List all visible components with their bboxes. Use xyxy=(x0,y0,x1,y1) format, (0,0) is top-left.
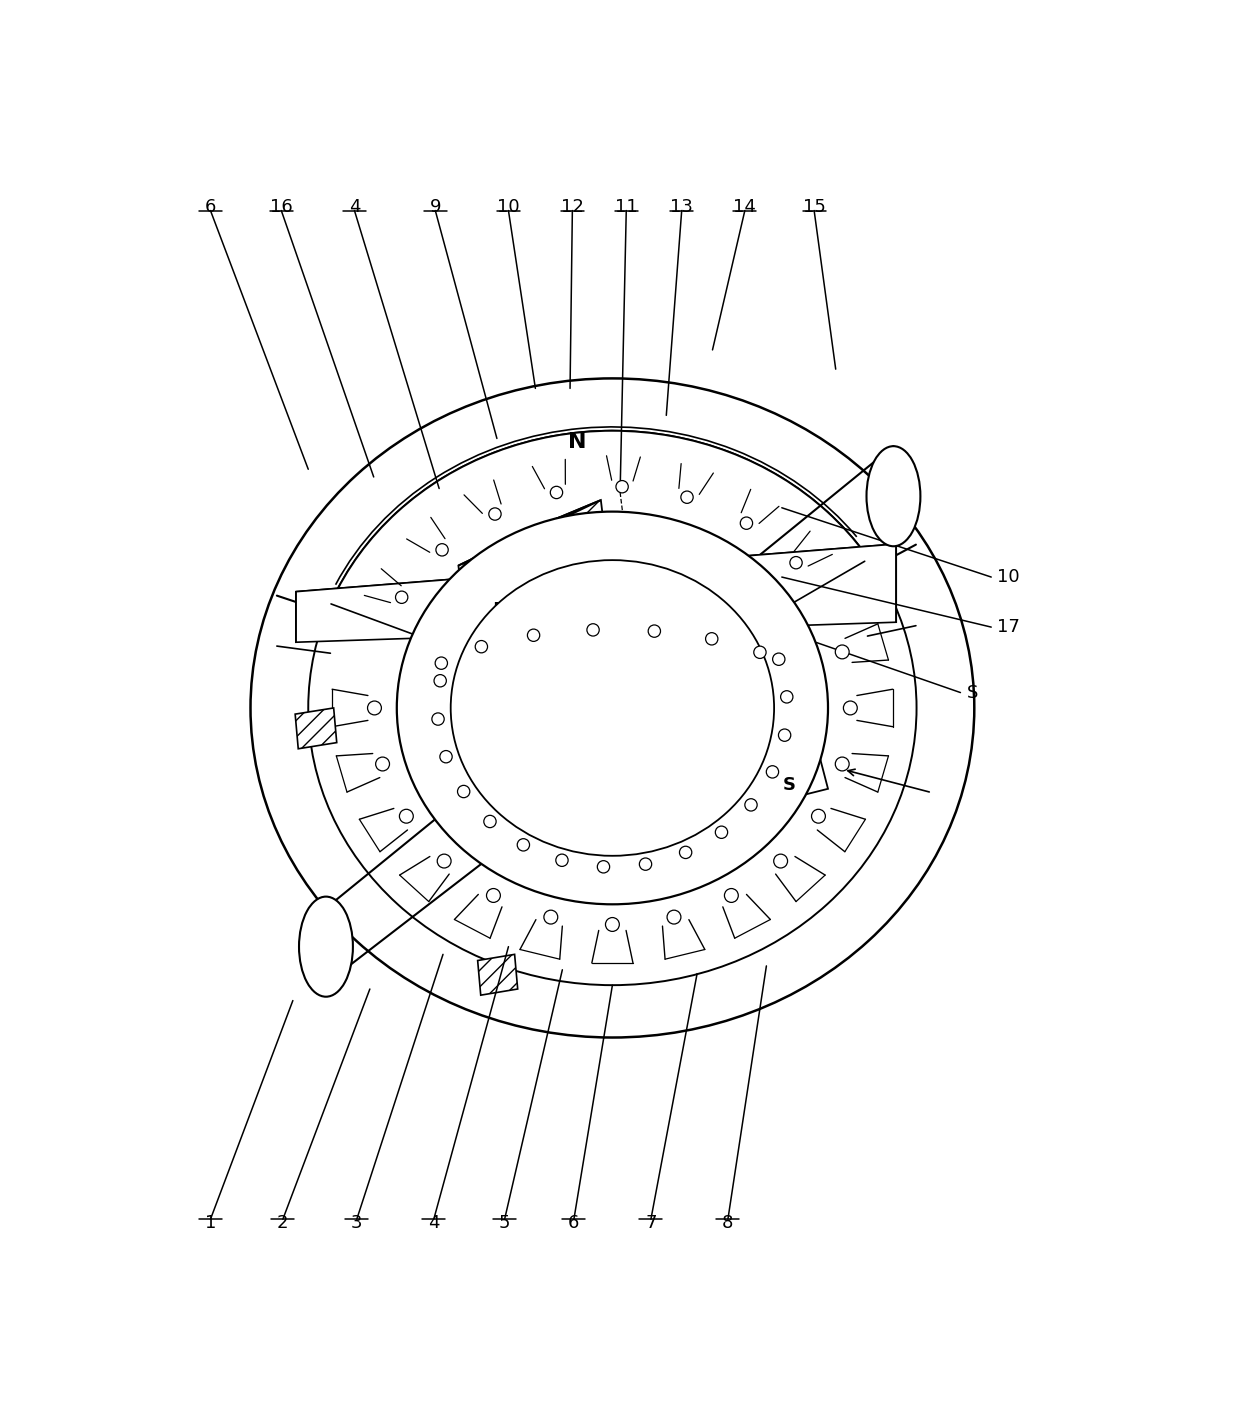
Circle shape xyxy=(489,508,501,520)
Polygon shape xyxy=(554,500,613,615)
Text: 2: 2 xyxy=(277,1214,289,1232)
Text: 15: 15 xyxy=(802,199,826,217)
Circle shape xyxy=(766,766,779,779)
Circle shape xyxy=(667,910,681,924)
Circle shape xyxy=(556,855,568,866)
Text: 11: 11 xyxy=(615,199,637,217)
Circle shape xyxy=(836,645,849,659)
Circle shape xyxy=(434,674,446,687)
Circle shape xyxy=(367,701,382,715)
Circle shape xyxy=(587,624,599,636)
Circle shape xyxy=(706,632,718,645)
Circle shape xyxy=(458,786,470,798)
Circle shape xyxy=(843,701,857,715)
Circle shape xyxy=(486,888,501,903)
Circle shape xyxy=(438,855,451,867)
Text: S: S xyxy=(967,683,978,701)
Circle shape xyxy=(649,625,661,638)
Ellipse shape xyxy=(450,560,774,856)
Ellipse shape xyxy=(250,379,975,1038)
Circle shape xyxy=(598,860,610,873)
Circle shape xyxy=(745,798,758,811)
Text: S: S xyxy=(782,776,796,794)
Text: S: S xyxy=(682,774,697,796)
Circle shape xyxy=(779,729,791,742)
Circle shape xyxy=(605,918,619,932)
Circle shape xyxy=(774,855,787,867)
Text: 8: 8 xyxy=(722,1214,734,1232)
Circle shape xyxy=(616,480,629,493)
Polygon shape xyxy=(296,543,897,642)
Circle shape xyxy=(435,658,448,669)
Circle shape xyxy=(781,691,792,703)
Circle shape xyxy=(640,857,652,870)
Text: 9: 9 xyxy=(429,199,441,217)
Text: 6: 6 xyxy=(205,199,216,217)
Circle shape xyxy=(517,839,529,850)
Circle shape xyxy=(724,888,738,903)
Ellipse shape xyxy=(309,431,916,986)
Text: 10: 10 xyxy=(497,199,520,217)
Circle shape xyxy=(754,646,766,659)
Polygon shape xyxy=(459,520,567,662)
Text: 7: 7 xyxy=(645,1214,657,1232)
Text: 17: 17 xyxy=(997,618,1021,636)
Text: 1: 1 xyxy=(205,1214,216,1232)
Circle shape xyxy=(432,712,444,725)
Polygon shape xyxy=(296,543,897,604)
Polygon shape xyxy=(295,708,337,749)
Circle shape xyxy=(436,543,448,556)
Circle shape xyxy=(440,750,453,763)
Text: 6: 6 xyxy=(568,1214,579,1232)
Circle shape xyxy=(544,910,558,924)
Text: N: N xyxy=(568,432,587,452)
Text: 13: 13 xyxy=(671,199,693,217)
Circle shape xyxy=(681,491,693,504)
Polygon shape xyxy=(477,955,517,995)
Ellipse shape xyxy=(397,511,828,904)
Ellipse shape xyxy=(867,446,920,546)
Circle shape xyxy=(396,591,408,604)
Ellipse shape xyxy=(299,897,353,997)
Text: 5: 5 xyxy=(498,1214,511,1232)
Text: 16: 16 xyxy=(270,199,293,217)
Text: 14: 14 xyxy=(733,199,756,217)
Circle shape xyxy=(399,810,413,824)
Text: 3: 3 xyxy=(351,1214,362,1232)
Text: 10: 10 xyxy=(997,567,1021,586)
Circle shape xyxy=(680,846,692,859)
Circle shape xyxy=(740,517,753,529)
Circle shape xyxy=(475,641,487,653)
Circle shape xyxy=(790,556,802,569)
Circle shape xyxy=(715,826,728,838)
Circle shape xyxy=(376,758,389,772)
Text: 4: 4 xyxy=(428,1214,439,1232)
Circle shape xyxy=(811,810,826,824)
Circle shape xyxy=(773,653,785,666)
Polygon shape xyxy=(759,700,828,800)
Circle shape xyxy=(527,629,539,642)
Polygon shape xyxy=(601,700,805,755)
Polygon shape xyxy=(459,500,601,566)
Text: 4: 4 xyxy=(348,199,360,217)
Text: 12: 12 xyxy=(560,199,584,217)
Polygon shape xyxy=(601,712,781,843)
Circle shape xyxy=(484,815,496,828)
Circle shape xyxy=(836,758,849,772)
Text: N: N xyxy=(492,601,510,622)
Circle shape xyxy=(551,486,563,498)
